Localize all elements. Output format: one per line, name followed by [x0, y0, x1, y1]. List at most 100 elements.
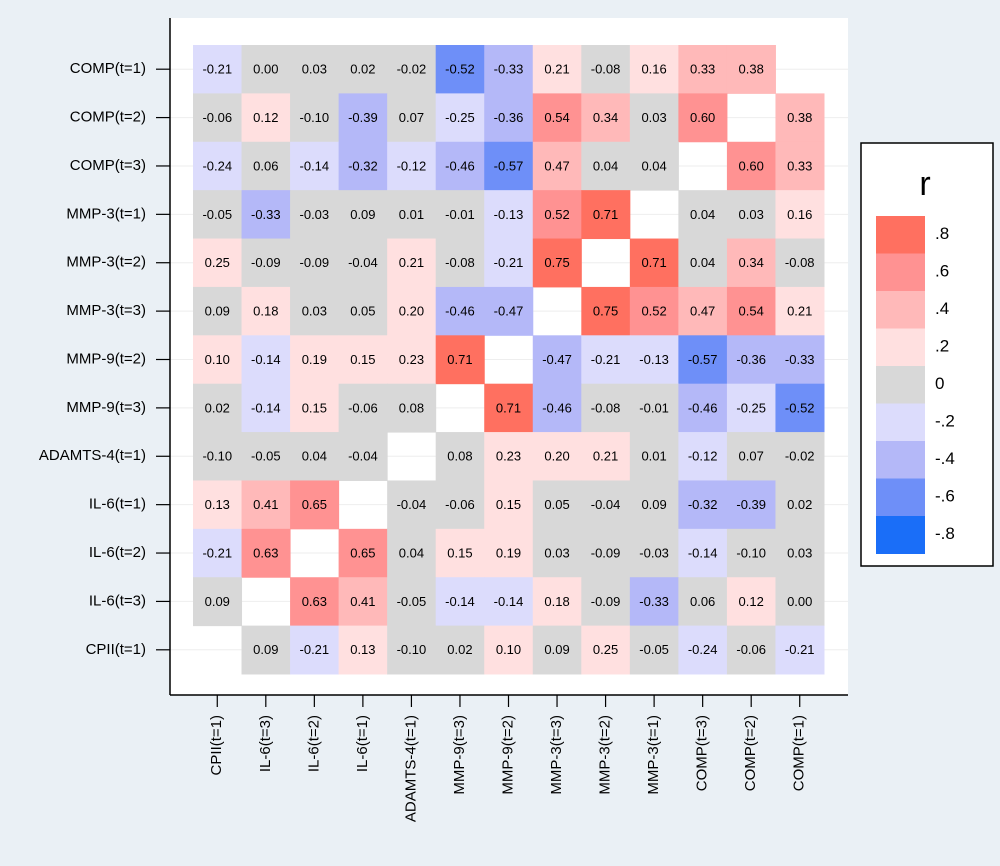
cell-label: -0.12 [688, 449, 718, 464]
heatmap-cell [581, 141, 631, 191]
cell-label: 0.01 [399, 207, 424, 222]
cell-label: 0.75 [593, 304, 618, 319]
heatmap-cell [193, 480, 243, 530]
cell-label: -0.14 [688, 545, 718, 560]
heatmap-cell [193, 190, 243, 240]
heatmap-cell [484, 625, 534, 675]
cell-label: -0.21 [785, 642, 815, 657]
heatmap-cell [726, 528, 776, 578]
cell-label: 0.47 [690, 304, 715, 319]
cell-label: -0.21 [202, 62, 232, 77]
cell-label: 0.07 [739, 449, 764, 464]
heatmap-cell [290, 93, 340, 143]
heatmap-cell [435, 577, 485, 627]
y-tick-label: MMP-9(t=2) [66, 350, 146, 367]
heatmap-cell [532, 45, 582, 94]
cell-label: 0.15 [447, 545, 472, 560]
cell-label: -0.09 [300, 255, 330, 270]
legend-label: .4 [935, 299, 949, 318]
heatmap-cell [241, 238, 291, 288]
cell-label: -0.14 [251, 352, 281, 367]
heatmap-cell [387, 238, 437, 288]
cell-label: 0.54 [739, 304, 764, 319]
heatmap-cell [775, 141, 825, 191]
cell-label: -0.03 [639, 545, 669, 560]
heatmap-cell [678, 625, 728, 675]
cell-label: 0.23 [496, 449, 521, 464]
heatmap-cell [241, 45, 291, 94]
cell-label: 0.60 [739, 158, 764, 173]
cell-label: -0.46 [445, 158, 475, 173]
heatmap-cell [338, 93, 388, 143]
cell-label: 0.18 [544, 594, 569, 609]
heatmap-cell [338, 141, 388, 191]
cell-label: 0.54 [544, 110, 569, 125]
cell-label: 0.06 [253, 158, 278, 173]
cell-label: -0.52 [445, 62, 475, 77]
cell-label: -0.10 [202, 449, 232, 464]
cell-label: 0.04 [690, 255, 715, 270]
heatmap-cell [581, 528, 631, 578]
heatmap-cell [726, 286, 776, 336]
heatmap-cell [532, 190, 582, 240]
heatmap-cell [726, 480, 776, 530]
heatmap-cell [241, 528, 291, 578]
heatmap-cell [581, 432, 631, 481]
legend-swatch [876, 403, 925, 442]
heatmap-cell [387, 190, 437, 240]
cell-label: 0.09 [544, 642, 569, 657]
heatmap-cell [241, 93, 291, 143]
cell-label: 0.25 [593, 642, 618, 657]
heatmap-cell [775, 286, 825, 336]
heatmap-cell [435, 45, 485, 94]
heatmap-cell [775, 335, 825, 385]
heatmap-cell [435, 625, 485, 675]
cell-label: 0.04 [593, 158, 618, 173]
heatmap-cell [338, 625, 388, 675]
heatmap-cell [241, 480, 291, 530]
heatmap-cell [193, 238, 243, 288]
heatmap-cell [435, 93, 485, 143]
cell-label: -0.36 [736, 352, 766, 367]
heatmap-cell [678, 286, 728, 336]
cell-label: -0.46 [688, 400, 718, 415]
x-tick-label: CPII(t=1) [208, 715, 225, 775]
cell-label: 0.41 [350, 594, 375, 609]
cell-label: -0.57 [688, 352, 718, 367]
heatmap-cell [629, 93, 679, 143]
y-tick-label: MMP-3(t=2) [66, 254, 146, 271]
cell-label: 0.65 [350, 545, 375, 560]
cell-label: -0.14 [251, 400, 281, 415]
heatmap-cell [629, 45, 679, 94]
heatmap-cell [241, 141, 291, 191]
heatmap-cell [532, 238, 582, 288]
cell-label: -0.21 [202, 545, 232, 560]
heatmap-cell [532, 141, 582, 191]
heatmap-cell [775, 432, 825, 481]
heatmap-cell [193, 45, 243, 94]
cell-label: 0.33 [690, 62, 715, 77]
cell-label: 0.09 [205, 304, 230, 319]
heatmap-cell [387, 528, 437, 578]
cell-label: -0.13 [494, 207, 524, 222]
cell-label: 0.10 [496, 642, 521, 657]
cell-label: -0.13 [639, 352, 669, 367]
legend-label: .8 [935, 224, 949, 243]
heatmap-cell [241, 383, 291, 433]
cell-label: 0.16 [787, 207, 812, 222]
cell-label: 0.09 [205, 594, 230, 609]
heatmap-cell [387, 93, 437, 143]
heatmap-cell [678, 190, 728, 240]
y-tick-label: ADAMTS-4(t=1) [39, 447, 146, 464]
cell-label: -0.06 [736, 642, 766, 657]
legend-swatch [876, 366, 925, 404]
heatmap-cell [387, 141, 437, 191]
heatmap-cell [484, 528, 534, 578]
heatmap-cell [775, 190, 825, 240]
cell-label: 0.08 [447, 449, 472, 464]
cell-label: 0.15 [302, 400, 327, 415]
legend-title: r [919, 165, 930, 203]
cell-label: -0.08 [785, 255, 815, 270]
heatmap-cell [387, 335, 437, 385]
heatmap-cell [678, 577, 728, 627]
